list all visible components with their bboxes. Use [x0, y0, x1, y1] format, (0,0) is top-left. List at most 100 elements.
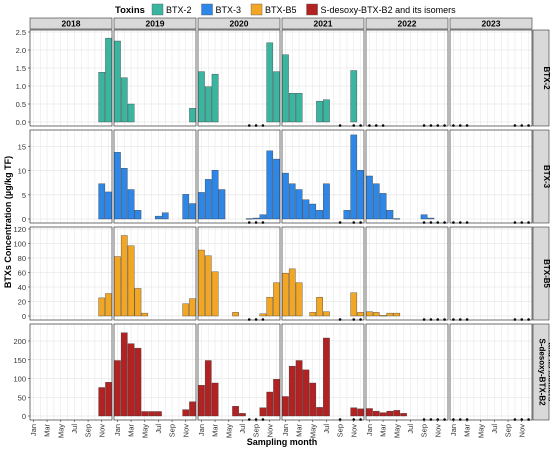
panel — [197, 29, 281, 127]
bar — [105, 37, 112, 123]
panel-border — [281, 129, 365, 224]
x-tick-label: Sep — [252, 424, 261, 437]
x-tick-label: Sep — [168, 424, 177, 437]
panel-background — [366, 324, 448, 420]
bar — [161, 212, 169, 220]
bar — [350, 70, 358, 123]
bar — [120, 77, 128, 123]
panel-background — [450, 324, 532, 420]
no-sample-mark — [520, 418, 524, 421]
x-tick-label: Jul — [70, 424, 79, 434]
x-tick-label: May — [392, 424, 401, 438]
panel-border — [29, 29, 113, 127]
x-tick-label: Mar — [379, 424, 388, 437]
bar — [427, 217, 435, 220]
bar — [189, 203, 196, 220]
panel-background — [30, 130, 112, 223]
year-strip — [29, 17, 113, 30]
no-sample-mark — [458, 318, 462, 321]
x-tick-label: May — [140, 424, 149, 438]
no-sample-mark — [338, 318, 342, 321]
panel-border — [113, 129, 197, 224]
series-strip-label: BTX-3 — [542, 165, 550, 189]
bar — [316, 407, 323, 417]
panel — [365, 226, 449, 321]
y-tick-label: 120 — [13, 225, 26, 234]
no-sample-mark — [458, 221, 462, 224]
no-sample-mark — [381, 124, 385, 127]
panel — [29, 323, 113, 421]
bar — [266, 296, 274, 317]
x-tick-label: Jul — [154, 424, 163, 434]
no-sample-mark — [338, 221, 342, 224]
bar — [239, 413, 246, 417]
bar — [98, 183, 106, 220]
panel — [281, 226, 365, 321]
bar — [182, 409, 190, 417]
legend-label: BTX-3 — [216, 5, 242, 15]
x-tick-label: Jan — [449, 424, 458, 436]
bar — [198, 385, 205, 417]
bar — [218, 189, 226, 220]
bar — [323, 183, 330, 220]
bar — [232, 312, 239, 317]
panel — [113, 226, 197, 321]
bar — [98, 387, 106, 417]
y-tick-label: 20 — [18, 298, 26, 307]
panel — [365, 129, 449, 224]
bar — [127, 103, 135, 123]
no-sample-mark — [527, 318, 530, 321]
bar — [393, 312, 401, 317]
bar — [357, 170, 364, 220]
bar — [379, 315, 387, 317]
bar — [204, 360, 212, 417]
bar — [211, 382, 219, 417]
no-sample-mark — [247, 318, 251, 321]
bar — [366, 175, 373, 220]
panel — [281, 29, 365, 127]
bar — [393, 410, 401, 417]
panel-background — [282, 30, 364, 126]
legend-swatch — [250, 3, 263, 16]
bar — [120, 168, 128, 220]
x-tick-label: Nov — [97, 424, 106, 438]
bar — [309, 382, 317, 417]
panel — [197, 129, 281, 224]
bar — [245, 218, 253, 220]
year-strip-label: 2020 — [230, 19, 249, 29]
panel-border — [197, 323, 281, 421]
x-tick-label: May — [476, 424, 485, 438]
bar — [134, 288, 142, 317]
no-sample-mark — [465, 124, 469, 127]
y-tick-label: 1.5 — [16, 64, 26, 73]
bar — [386, 312, 394, 317]
no-sample-mark — [436, 318, 440, 321]
facet-strips: 2018 2019 2020 2021 2022 2023 BTX-2 BTX-3 BTX-B5… — [29, 17, 550, 421]
panel — [29, 29, 113, 127]
no-sample-mark — [513, 221, 517, 224]
bar — [400, 413, 407, 417]
y-tick-label: 0 — [22, 312, 26, 321]
y-tick-label: 0.0 — [16, 118, 26, 127]
no-sample-mark — [359, 221, 362, 224]
panel — [281, 323, 365, 421]
no-sample-mark — [527, 221, 530, 224]
series-strip-label: BTX-2 — [542, 66, 550, 90]
year-strip — [281, 17, 365, 30]
bar — [372, 312, 380, 317]
y-tick-label: 40 — [18, 283, 26, 292]
no-sample-mark — [352, 221, 356, 224]
y-axis-label: BTXs Concentration (µg/kg TF) — [3, 156, 13, 288]
bar — [295, 282, 303, 317]
axes: 0.00.51.01.52.02.50510150204060801001200… — [13, 28, 526, 438]
bar — [316, 210, 323, 220]
no-sample-mark — [254, 318, 258, 321]
no-sample-mark — [422, 418, 426, 421]
x-tick-label: Nov — [349, 424, 358, 438]
y-tick-label: 0 — [22, 215, 26, 224]
bar — [386, 210, 394, 220]
x-tick-label: Jul — [490, 424, 499, 434]
no-sample-mark — [422, 318, 426, 321]
series-strip-label: and its isomers — [547, 343, 550, 402]
bar — [134, 347, 142, 417]
